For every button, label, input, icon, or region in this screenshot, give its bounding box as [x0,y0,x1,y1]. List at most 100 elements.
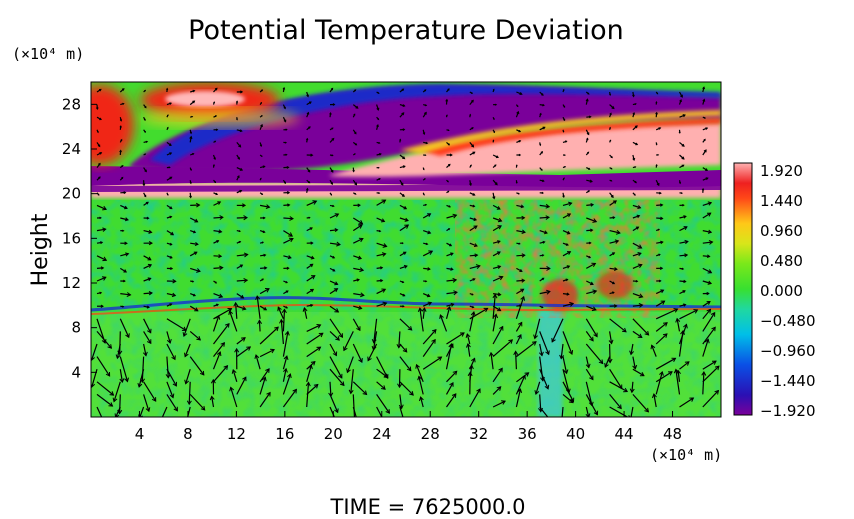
wind-vector-head [99,117,102,121]
wind-vector [259,204,270,208]
wind-vector [609,381,628,393]
wind-vector-head [169,102,173,105]
wind-vector-head [589,336,594,342]
wind-vector-head [166,126,169,129]
wind-vector-head [587,151,590,154]
wind-vector [585,368,594,380]
wind-vector [446,291,458,295]
wind-vector-head [306,94,309,98]
wind-vector-head [119,149,122,153]
wind-vector [562,293,569,295]
wind-vector-head [147,263,153,268]
wind-vector [632,264,643,269]
wind-vector-head [520,288,525,293]
wind-vector-head [169,303,173,306]
wind-vector-head [362,390,368,396]
wind-vector-head [474,253,479,258]
wind-vector [282,368,287,382]
wind-vector [329,368,345,386]
x-axis-unit: (×10⁴ m) [650,446,722,464]
wind-vector [143,264,152,269]
wind-vector [259,368,270,383]
wind-vector-head [496,251,501,255]
wind-vector [306,255,315,259]
wind-vector-head [334,408,339,414]
wind-vector-head [711,360,717,365]
wind-vector-head [260,177,262,180]
wind-vector-head [471,92,474,94]
wind-vector-head [702,98,706,102]
wind-vector-head [617,404,622,410]
wind-vector-head [148,229,153,234]
wind-vector-head [283,106,286,110]
wind-vector-head [501,400,506,405]
wind-vector-head [100,266,105,270]
wind-vector [562,251,571,257]
wind-vector-head [520,295,526,301]
wind-vector-head [119,125,122,128]
wind-vector [535,381,541,395]
wind-vector-head [417,307,423,313]
wind-vector-head [376,124,379,128]
wind-vector [329,356,343,379]
wind-vector-head [285,290,289,294]
wind-vector-head [398,404,404,410]
wind-vector [399,318,413,331]
wind-vector-head [260,155,263,157]
wind-vector [236,293,244,299]
chart-title: Potential Temperature Deviation [188,15,624,46]
wind-vector [143,343,147,356]
wind-vector-head [524,372,530,377]
wind-vector-head [540,150,543,154]
wind-vector-head [169,255,173,259]
wind-vector [236,337,246,345]
wind-vector [96,204,107,210]
wind-vector-head [635,279,639,283]
wind-vector [586,229,593,232]
wind-vector-head [286,165,290,169]
wind-vector-head [632,364,638,370]
x-tick-label: 48 [663,425,682,443]
wind-vector-head [107,344,113,349]
wind-vector [306,288,314,295]
wind-vector-head [673,308,679,313]
wind-vector-head [260,101,263,104]
wind-vector [329,305,339,313]
wind-vector [655,333,668,345]
wind-vector [376,279,383,282]
wind-vector-head [400,182,404,186]
wind-vector [534,318,541,339]
wind-vector-head [402,156,406,160]
wind-vector-head [515,181,518,184]
colorbar-tick-label: −1.920 [760,402,816,420]
wind-vector-head [492,139,495,142]
wind-vector-head [261,278,265,281]
x-tick-label: 44 [615,425,634,443]
wind-vector-head [587,92,590,95]
wind-vector-head [192,293,197,297]
wind-vector [120,217,129,221]
wind-vector [119,356,129,382]
wind-vector-head [121,88,125,91]
wind-vector-head [194,242,199,247]
wind-vector-head [452,213,458,219]
wind-vector [562,356,568,374]
wind-vector [350,369,354,394]
wind-vector [585,343,604,364]
wind-vector-head [424,203,428,206]
wind-vector-head [354,182,358,186]
wind-vector-head [516,110,520,115]
wind-vector-head [343,346,348,352]
wind-vector-head [417,375,423,381]
wind-vector [586,305,597,311]
wind-vector-head [237,157,240,160]
wind-vector-head [277,306,282,312]
wind-vector-head [147,328,152,334]
wind-vector [562,393,574,404]
wind-vector-head [673,368,679,374]
wind-vector [329,318,343,338]
wind-vector-head [446,305,452,311]
wind-vector [213,365,228,383]
wind-vector-head [189,135,193,139]
wind-vector [609,200,617,206]
